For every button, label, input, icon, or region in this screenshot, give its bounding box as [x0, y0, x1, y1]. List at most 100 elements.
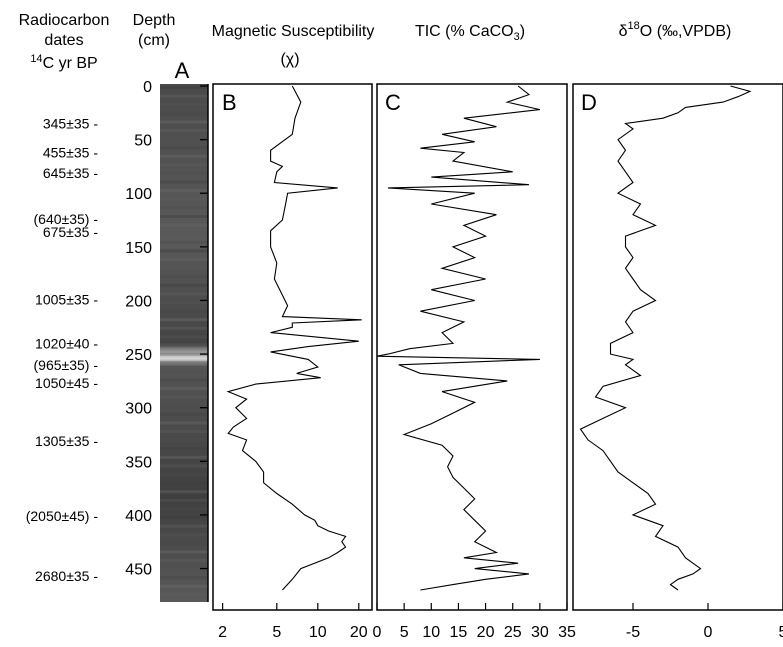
core-stripe	[160, 180, 208, 184]
radiocarbon-header-line2: dates	[44, 32, 83, 49]
tic-header-pre: TIC (% CaCO	[415, 23, 514, 40]
core-stripe	[160, 335, 208, 339]
panel-b-frame	[212, 83, 373, 611]
panel-letter-b: B	[222, 90, 237, 115]
core-stripe	[160, 129, 208, 132]
core-stripe	[160, 232, 208, 236]
depth-tick-label: 350	[125, 454, 152, 471]
radiocarbon-date-label: 1050±45 -	[35, 375, 98, 391]
tic-header-sub: 3	[514, 31, 520, 43]
core-stripe	[160, 137, 208, 141]
x-tick-label: 10	[309, 624, 327, 641]
core-stripe	[160, 584, 208, 588]
core-stripe	[160, 524, 208, 528]
core-stripe	[160, 266, 208, 270]
depth-ticks: 0 50 100 150 200 250 300 350 400 450	[125, 79, 208, 579]
x-tick-label: 5	[779, 624, 783, 641]
radiocarbon-date-label: (640±35) -	[34, 211, 99, 227]
magsus-x-ticks: 2 5 10 20	[218, 603, 368, 641]
core-stripe	[160, 86, 208, 89]
panel-letter-core: A	[175, 58, 190, 83]
core-stripe	[160, 593, 208, 597]
core-stripe	[160, 559, 208, 562]
depth-tick-label: 200	[125, 293, 152, 310]
x-tick-label: 20	[477, 624, 495, 641]
core-stripe	[160, 197, 208, 201]
core-stripe	[160, 395, 208, 399]
core-stripe	[160, 378, 208, 382]
core-stripe	[160, 404, 208, 408]
core-stripe	[160, 430, 208, 433]
core-image	[160, 84, 208, 602]
radiocarbon-date-label: 2680±35 -	[35, 568, 98, 584]
x-tick-label: 0	[373, 624, 382, 641]
core-stripe	[160, 412, 208, 416]
core-stripe	[160, 361, 208, 365]
core-stripes	[160, 86, 208, 597]
core-stripe	[160, 301, 208, 304]
tic-x-ticks: 0 5 10 15 20 25 30 35	[373, 603, 576, 641]
tic-header: TIC (% CaCO3)	[415, 23, 525, 43]
core-stripe	[160, 206, 208, 210]
core-stripe	[160, 481, 208, 485]
radiocarbon-header-line3: 14C yr BP	[30, 53, 97, 72]
radiocarbon-date-label: 1305±35 -	[35, 433, 98, 449]
core-stripe	[160, 541, 208, 545]
magsus-series-line	[226, 85, 362, 591]
core-stripe	[160, 576, 208, 580]
core-stripe	[160, 473, 208, 476]
x-tick-label: 35	[558, 624, 576, 641]
core-stripe	[160, 223, 208, 227]
core-stripe	[160, 172, 208, 175]
core-stripe	[160, 240, 208, 244]
magsus-header-line1: Magnetic Susceptibility	[212, 23, 375, 40]
x-tick-label: 25	[504, 624, 522, 641]
core-stripe	[160, 189, 208, 193]
x-tick-label: -5	[626, 624, 640, 641]
x-tick-label: 5	[400, 624, 409, 641]
panel-d-frame	[572, 83, 783, 611]
d18o-x-ticks: -5 0 5	[626, 603, 783, 641]
core-stripe	[160, 455, 208, 459]
depth-tick-label: 50	[134, 133, 152, 150]
panel-letter-c: C	[385, 90, 401, 115]
core-stripe	[160, 421, 208, 425]
core-stripe	[160, 103, 208, 107]
d18o-header: δ18O (‰,VPDB)	[619, 20, 732, 40]
core-stripe	[160, 438, 208, 442]
core-stripe	[160, 464, 208, 468]
depth-tick-label: 150	[125, 240, 152, 257]
tic-series-line	[376, 85, 541, 591]
depth-header-line1: Depth	[133, 12, 176, 29]
depth-header-line2: (cm)	[138, 32, 170, 49]
core-stripe	[160, 516, 208, 519]
core-stripe	[160, 258, 208, 261]
core-stripe	[160, 111, 208, 115]
core-stripe	[160, 215, 208, 218]
x-tick-label: 0	[704, 624, 713, 641]
radiocarbon-date-label: 675±35 -	[43, 224, 99, 240]
magsus-header-line2: (χ)	[280, 51, 299, 68]
core-stripe	[160, 275, 208, 279]
core-stripe	[160, 120, 208, 124]
core-stripe	[160, 352, 208, 356]
x-tick-label: 5	[272, 624, 281, 641]
radiocarbon-date-label: 645±35 -	[43, 165, 99, 181]
core-stripe	[160, 283, 208, 287]
d18o-header-post: O (‰,VPDB)	[640, 23, 732, 40]
d18o-series-line	[579, 85, 752, 591]
core-stripe	[160, 94, 208, 98]
x-tick-label: 10	[422, 624, 440, 641]
core-stripe	[160, 533, 208, 537]
core-stripe	[160, 387, 208, 390]
core-stripe	[160, 490, 208, 494]
core-stripe	[160, 567, 208, 571]
depth-tick-label: 400	[125, 508, 152, 525]
radiocarbon-sup: 14	[30, 53, 42, 65]
radiocarbon-date-label: 1005±35 -	[35, 291, 98, 307]
d18o-header-pre: δ	[619, 23, 628, 40]
d18o-header-sup: 18	[628, 20, 640, 32]
core-stripe	[160, 326, 208, 330]
panel-letter-d: D	[581, 90, 597, 115]
